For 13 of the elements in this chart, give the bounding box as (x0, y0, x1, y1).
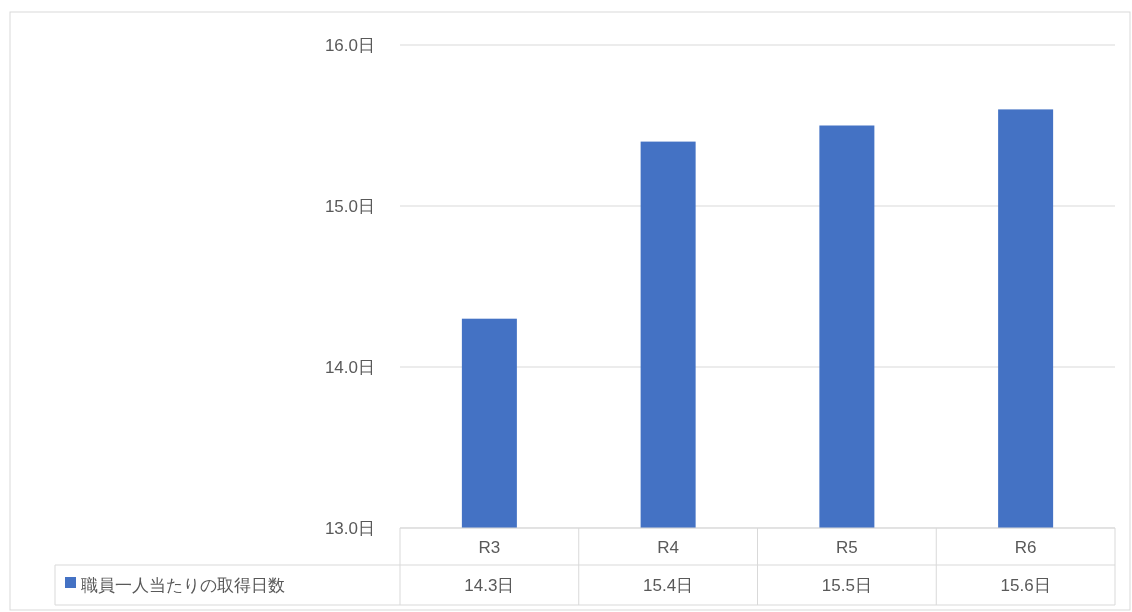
data-label: 14.3日 (464, 576, 515, 595)
x-tick-label: R3 (478, 537, 501, 557)
x-tick-label: R4 (657, 537, 679, 557)
y-tick-label: 13.0日 (324, 519, 375, 538)
y-tick-label: 15.0日 (324, 197, 375, 216)
x-tick-label: R6 (1014, 537, 1037, 557)
x-tick-label: R5 (836, 537, 858, 557)
legend-label: 職員一人当たりの取得日数 (81, 576, 285, 595)
data-label: 15.5日 (821, 576, 872, 595)
y-tick-label: 16.0日 (324, 36, 375, 55)
data-label: 15.6日 (1000, 576, 1051, 595)
y-tick-label: 14.0日 (324, 358, 375, 377)
data-label: 15.4日 (643, 576, 694, 595)
